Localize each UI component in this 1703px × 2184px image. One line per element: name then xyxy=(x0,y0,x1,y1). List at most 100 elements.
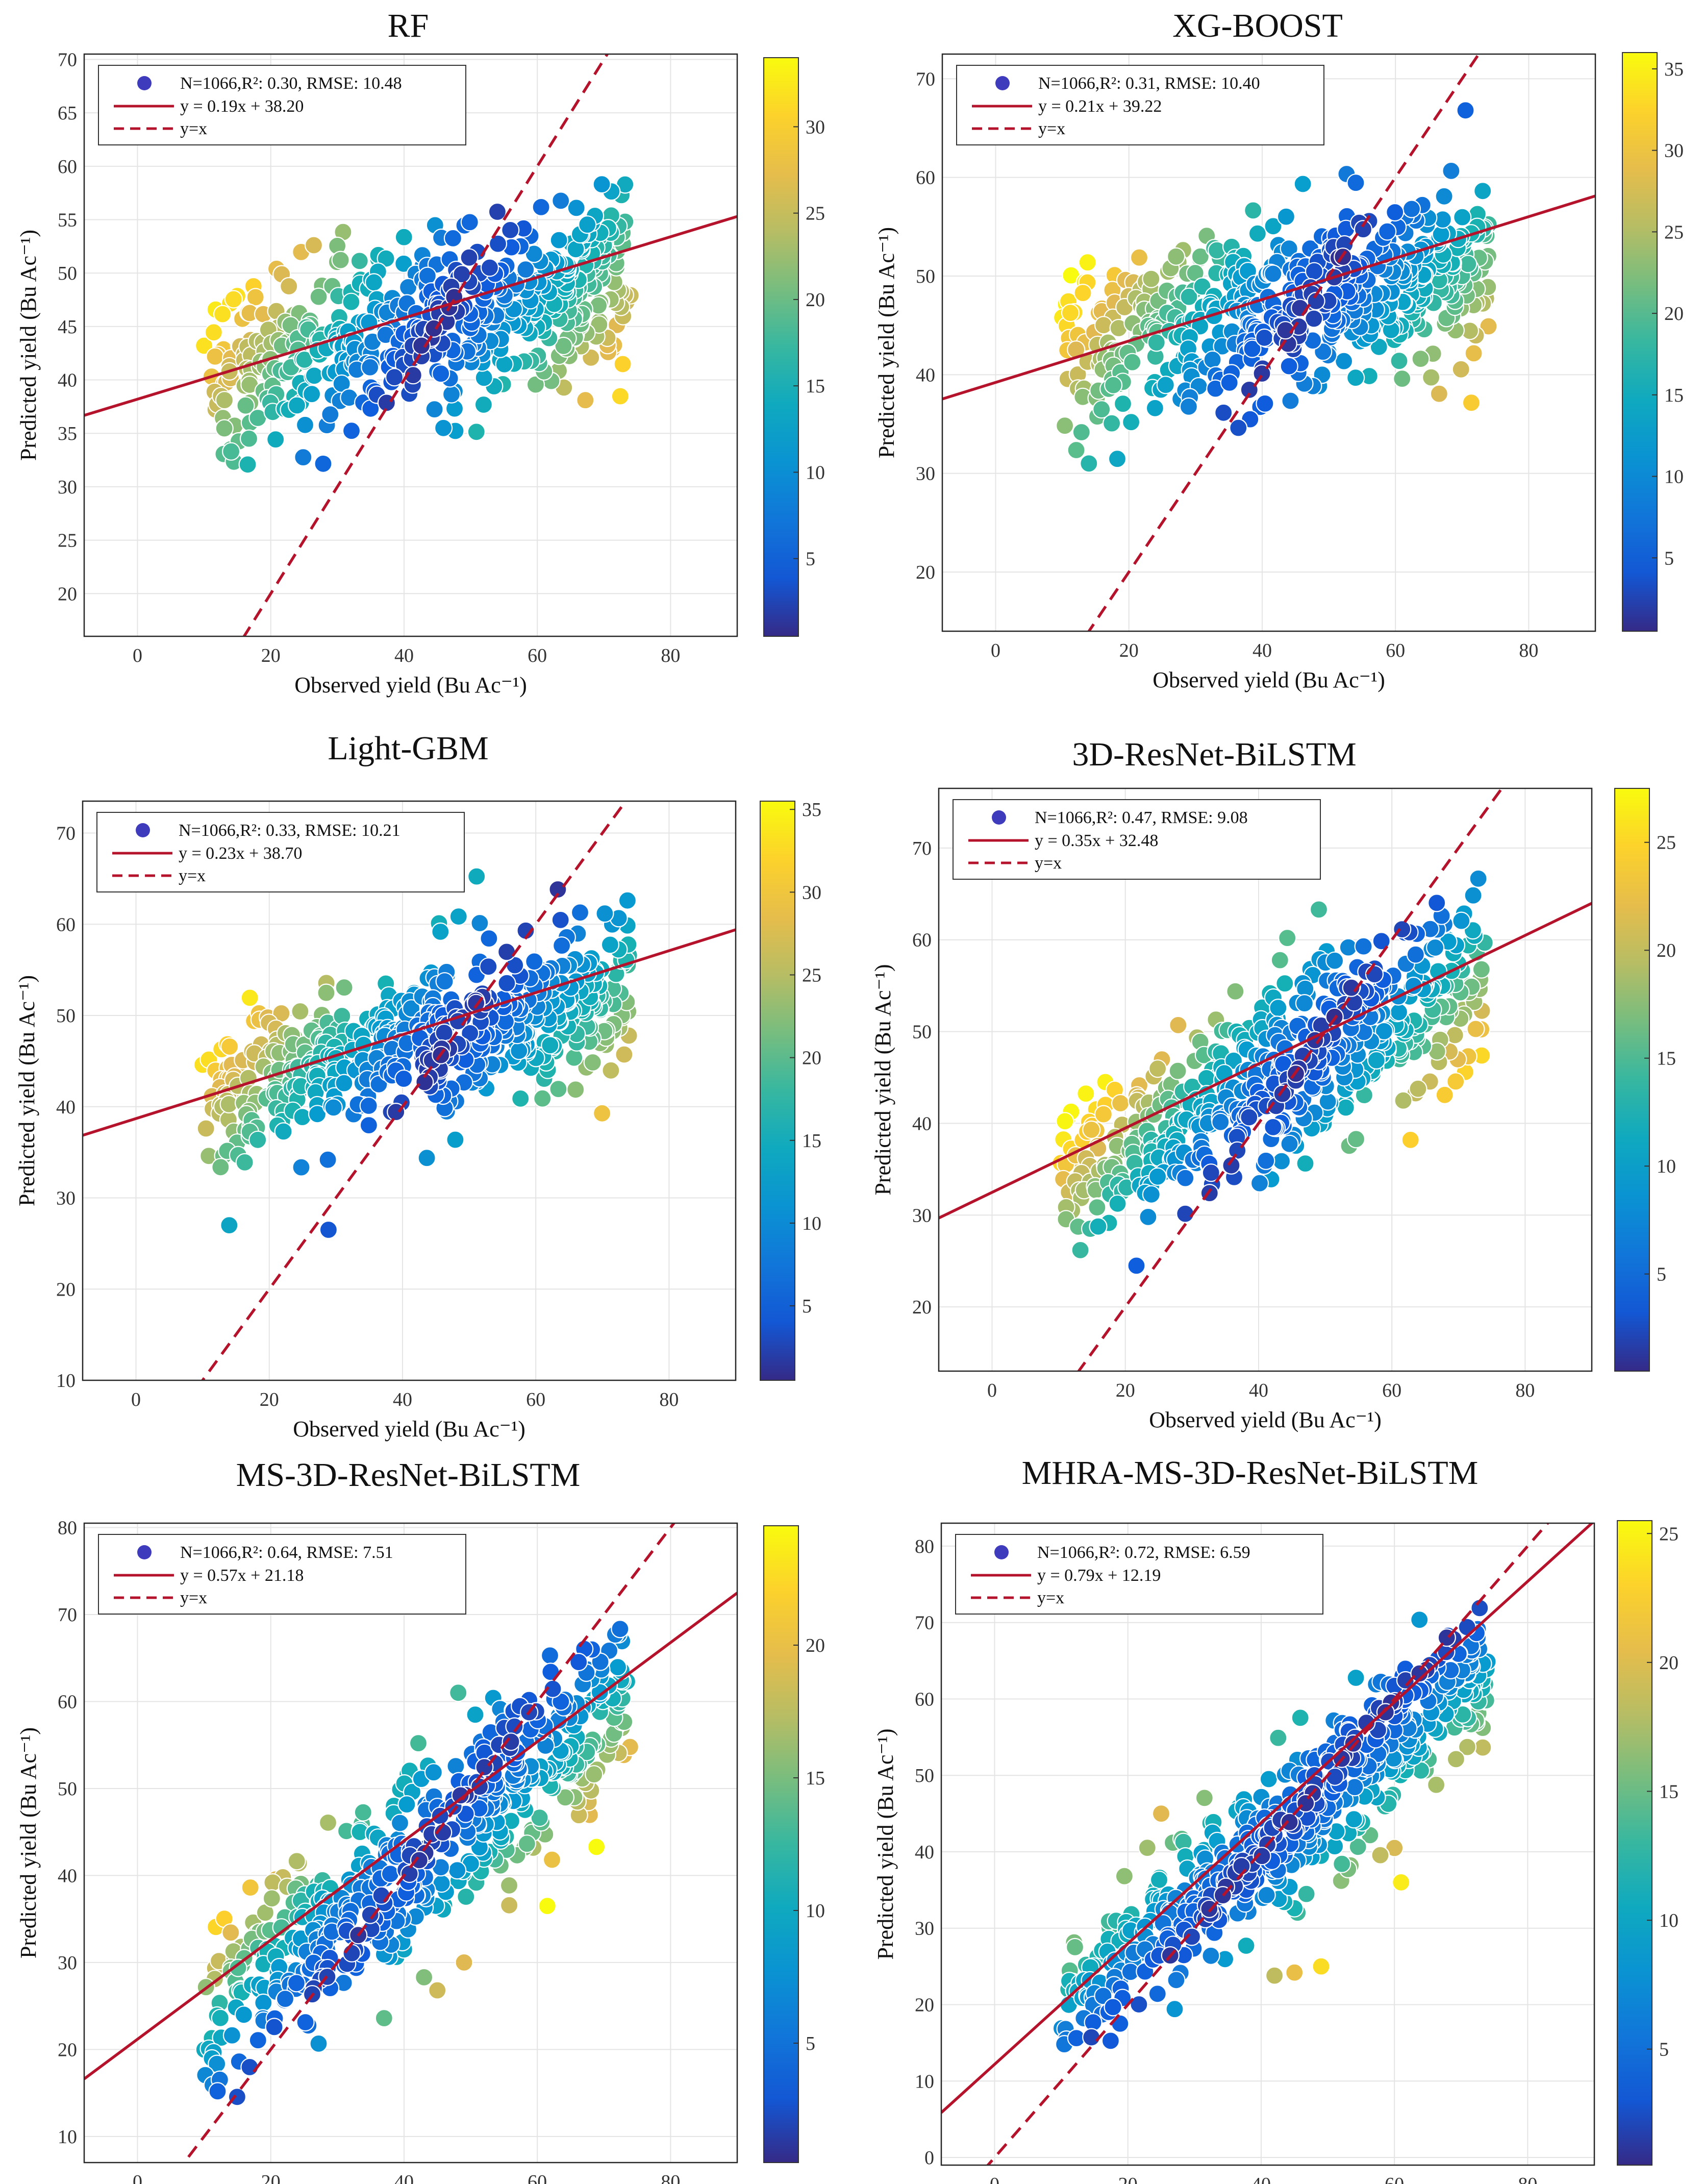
data-point xyxy=(400,1864,419,1883)
colorbar-tick-label: 15 xyxy=(1657,1048,1676,1070)
fit-line xyxy=(939,902,1592,1220)
data-point xyxy=(1067,440,1086,460)
data-point xyxy=(541,1036,560,1055)
data-point xyxy=(1180,287,1198,306)
identity-line xyxy=(986,1523,1550,2165)
x-tick-label: 20 xyxy=(1119,640,1139,661)
data-point xyxy=(1442,161,1461,180)
data-point xyxy=(417,1149,436,1168)
data-point xyxy=(359,1096,378,1115)
data-point xyxy=(466,1705,485,1724)
y-tick-label: 25 xyxy=(58,530,77,552)
data-point xyxy=(1344,1810,1363,1829)
data-point xyxy=(1167,1971,1186,1990)
x-tick-label: 0 xyxy=(991,640,1000,661)
data-point xyxy=(1201,1946,1220,1965)
data-point xyxy=(1392,1873,1411,1892)
y-tick-label: 70 xyxy=(912,838,932,859)
data-point xyxy=(317,983,336,1002)
axes-frame xyxy=(941,53,1596,632)
data-point xyxy=(590,315,609,334)
data-point xyxy=(240,988,259,1007)
data-point xyxy=(467,867,486,886)
data-point xyxy=(321,405,340,424)
data-point xyxy=(1473,1738,1492,1757)
data-point xyxy=(394,254,413,273)
x-tick-label: 60 xyxy=(1382,1380,1401,1401)
data-point xyxy=(1104,376,1123,394)
data-point xyxy=(495,355,514,374)
colorbar-tick-label: 5 xyxy=(1659,2039,1669,2061)
colorbar-tick-label: 5 xyxy=(806,549,815,570)
data-point xyxy=(1127,1256,1146,1275)
data-point xyxy=(448,1861,467,1880)
data-point xyxy=(578,215,597,234)
data-point xyxy=(497,974,516,992)
data-point xyxy=(1149,1870,1169,1890)
y-tick-label: 20 xyxy=(916,562,935,583)
data-point xyxy=(460,213,479,232)
data-point xyxy=(1072,423,1091,442)
colorbar-tick-label: 10 xyxy=(1659,1910,1679,1931)
data-point xyxy=(364,273,384,292)
y-tick-label: 50 xyxy=(916,266,935,287)
data-point xyxy=(1108,1194,1127,1213)
data-point xyxy=(292,1158,311,1177)
data-point xyxy=(474,395,493,414)
chart-title: XG-BOOST xyxy=(1172,7,1343,44)
data-point xyxy=(1092,400,1111,419)
data-point xyxy=(455,1953,473,1972)
x-tick-label: 80 xyxy=(659,1389,679,1410)
y-tick-label: 40 xyxy=(58,1865,77,1887)
x-tick-label: 0 xyxy=(133,2171,142,2184)
colorbar-tick-label: 15 xyxy=(806,1768,825,1789)
data-point xyxy=(374,2008,393,2028)
data-point xyxy=(548,880,567,899)
data-point xyxy=(1479,317,1498,336)
colorbar xyxy=(1617,1520,1652,2166)
data-point xyxy=(1257,1885,1276,1904)
data-point xyxy=(235,1153,254,1172)
data-point xyxy=(1139,1207,1158,1226)
y-tick-label: 65 xyxy=(58,103,77,124)
data-point xyxy=(1259,1770,1278,1789)
y-tick-label: 60 xyxy=(56,914,76,935)
colorbar-tick-label: 20 xyxy=(1659,1652,1679,1674)
legend-label-fit: y = 0.19x + 38.20 xyxy=(180,97,304,116)
data-point xyxy=(335,1074,354,1093)
data-point xyxy=(1411,349,1430,368)
data-point xyxy=(1088,1198,1107,1217)
x-tick-label: 20 xyxy=(261,2171,281,2184)
data-point xyxy=(600,935,620,954)
data-point xyxy=(1104,1998,1122,2017)
data-point xyxy=(480,929,498,948)
data-point xyxy=(449,907,468,926)
x-tick-label: 60 xyxy=(1385,2174,1404,2184)
data-point xyxy=(234,2005,253,2024)
data-point xyxy=(1078,253,1097,272)
colorbar-tick-label: 5 xyxy=(1664,548,1674,569)
data-point xyxy=(276,1990,295,2008)
data-point xyxy=(449,1683,468,1702)
y-tick-label: 50 xyxy=(915,1765,934,1786)
data-point xyxy=(608,1658,628,1677)
data-point xyxy=(1325,951,1344,970)
y-tick-label: 70 xyxy=(58,1604,77,1626)
data-point xyxy=(1094,316,1113,335)
y-tick-label: 60 xyxy=(58,156,77,178)
data-point xyxy=(215,390,234,410)
data-point xyxy=(516,260,535,279)
data-point xyxy=(497,942,516,961)
data-point xyxy=(262,1889,281,1908)
data-point xyxy=(1367,1051,1386,1070)
data-point xyxy=(350,252,369,270)
panel-1: RF 0 20 40 60 80 20 25 30 35 40 45 50 55 60 65 70 N=1066,… xyxy=(16,7,825,698)
data-point xyxy=(1197,1069,1216,1087)
colorbar-tick-label: 35 xyxy=(802,799,821,821)
data-point xyxy=(1410,1610,1429,1629)
data-point xyxy=(1264,1118,1283,1136)
x-tick-label: 80 xyxy=(1515,1380,1535,1401)
data-point xyxy=(517,1834,537,1853)
x-tick-label: 80 xyxy=(661,645,680,666)
data-point xyxy=(1325,1767,1344,1786)
